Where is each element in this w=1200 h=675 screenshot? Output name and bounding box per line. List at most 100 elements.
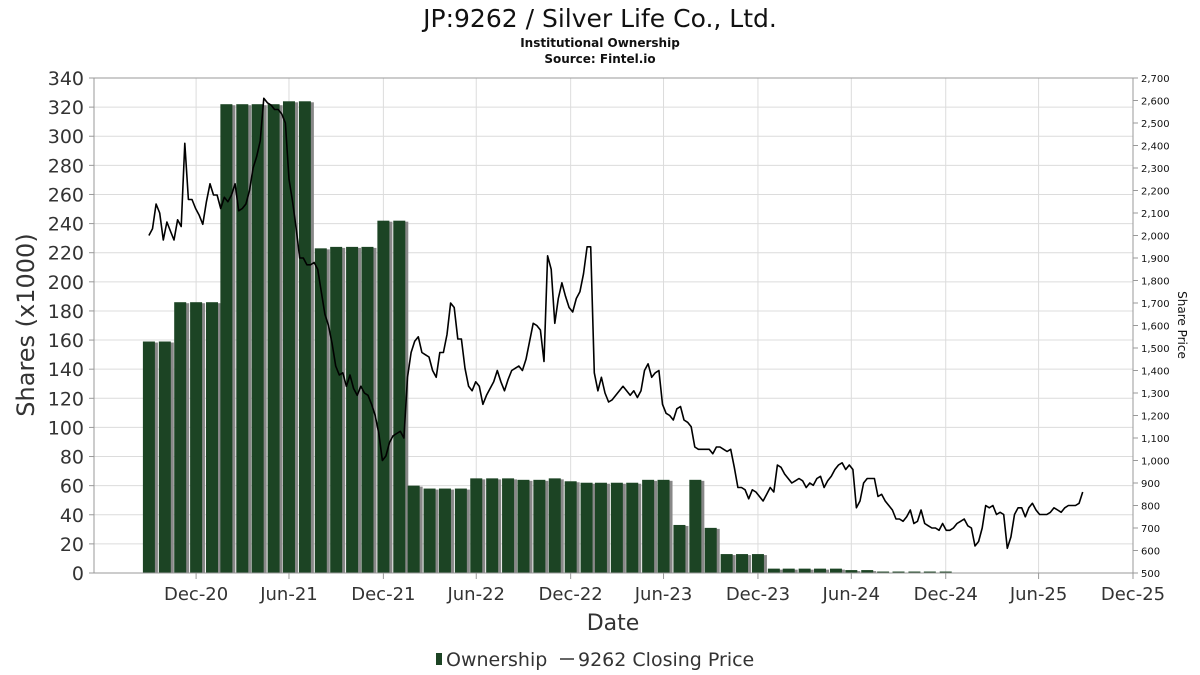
y-tick-label: 0 [72,563,84,585]
ownership-bar [517,479,530,573]
y2-tick-label: 2,600 [1141,97,1170,108]
y2-tick-label: 1,000 [1141,457,1170,468]
y2-tick-label: 2,700 [1141,74,1170,85]
legend-price: 9262 Closing Price [578,649,754,671]
ownership-bar [361,246,374,573]
y-tick-label: 340 [48,68,84,90]
y2-tick-label: 600 [1141,547,1160,558]
x-tick-label: Jun-23 [634,584,693,605]
legend: Ownership 9262 Closing Price [436,649,754,671]
ownership-bar [423,488,436,573]
ownership-bar [407,485,420,573]
ownership-bar [939,571,952,573]
y-tick-label: 120 [48,388,84,410]
y-tick-label: 100 [48,417,84,439]
x-axis-ticks: Dec-20 Jun-21 Dec-21 Jun-22 Dec-22 Jun-23 Dec-… [164,573,1165,605]
y2-tick-label: 700 [1141,524,1160,535]
y2-tick-label: 1,500 [1141,344,1170,355]
ownership-bar [877,571,890,573]
y-tick-label: 160 [48,330,84,352]
ownership-bar [861,570,874,573]
ownership-bar [533,479,546,573]
ownership-bar [673,524,686,573]
ownership-bar [580,482,593,573]
ownership-bar [314,248,327,573]
y2-axis-label: Share Price [1175,291,1189,359]
y-tick-label: 220 [48,243,84,265]
ownership-bar [438,488,451,573]
chart-subtitle: Institutional Ownership [520,36,680,50]
ownership-bar [736,554,749,573]
ownership-bar [346,246,359,573]
y2-tick-label: 2,400 [1141,142,1170,153]
x-axis-label: Date [587,611,640,636]
y-tick-label: 320 [48,97,84,119]
y-tick-label: 200 [48,272,84,294]
ownership-bar [267,104,280,574]
ownership-bar [158,341,171,573]
y2-tick-label: 1,600 [1141,322,1170,333]
price-line-path [148,97,1084,550]
ownership-bar [330,246,343,573]
y2-tick-label: 900 [1141,479,1160,490]
ownership-bar [829,568,842,573]
ownership-bar [236,104,249,574]
x-tick-label: Jun-21 [259,584,318,605]
ownership-bar [298,101,311,573]
x-tick-label: Dec-21 [351,584,415,605]
ownership-bar [502,478,515,573]
ownership-bar [251,104,264,574]
y2-tick-label: 2,000 [1141,232,1170,243]
y-tick-label: 20 [60,534,84,556]
ownership-bar [923,571,936,573]
price-line [148,97,1084,550]
x-tick-label: Dec-24 [914,584,978,605]
x-tick-label: Jun-25 [1009,584,1068,605]
y2-tick-label: 500 [1141,569,1160,580]
ownership-bar [704,527,717,573]
y-tick-label: 300 [48,126,84,148]
y2-tick-label: 2,100 [1141,209,1170,220]
ownership-bar [594,482,607,573]
ownership-bar [814,568,827,573]
y-tick-label: 260 [48,184,84,206]
x-tick-label: Jun-24 [822,584,881,605]
ownership-bar [470,478,483,573]
y2-tick-label: 1,900 [1141,254,1170,265]
ownership-bar [282,101,295,573]
legend-ownership: Ownership [446,649,547,671]
legend-swatch-ownership [436,653,442,665]
y-axis-ticks: 0 20 40 60 80 100 120 140 160 180 200 220 240 260 280 3… [48,68,94,585]
ownership-bar [845,570,858,573]
x-tick-label: Dec-22 [539,584,603,605]
y2-tick-label: 1,300 [1141,389,1170,400]
ownership-bar [174,302,187,573]
ownership-bar [626,482,639,573]
ownership-bar [767,568,780,573]
ownership-bar [657,479,670,573]
chart-source: Source: Fintel.io [544,52,655,66]
ownership-bar [798,568,811,573]
ownership-bar [486,478,499,573]
y-tick-label: 40 [60,505,84,527]
ownership-bar [908,571,921,573]
y2-axis-ticks: 500 600 700 800 900 1,000 1,100 1,200 1,300 1,400… [1133,74,1170,580]
ownership-bar [206,302,219,573]
y-tick-label: 280 [48,155,84,177]
ownership-bar [610,482,623,573]
y-axis-label: Shares (x1000) [12,233,40,416]
ownership-bars [142,101,955,574]
y2-tick-label: 800 [1141,502,1160,513]
ownership-bar [689,479,702,573]
y2-tick-label: 1,100 [1141,434,1170,445]
ownership-bar [190,302,203,573]
ownership-bar [782,568,795,573]
ownership-bar [892,571,905,573]
ownership-bar [564,481,577,573]
y-tick-label: 60 [60,476,84,498]
y-tick-label: 180 [48,301,84,323]
ownership-bar [220,104,233,574]
ownership-bar [548,478,561,573]
x-tick-label: Jun-22 [446,584,505,605]
